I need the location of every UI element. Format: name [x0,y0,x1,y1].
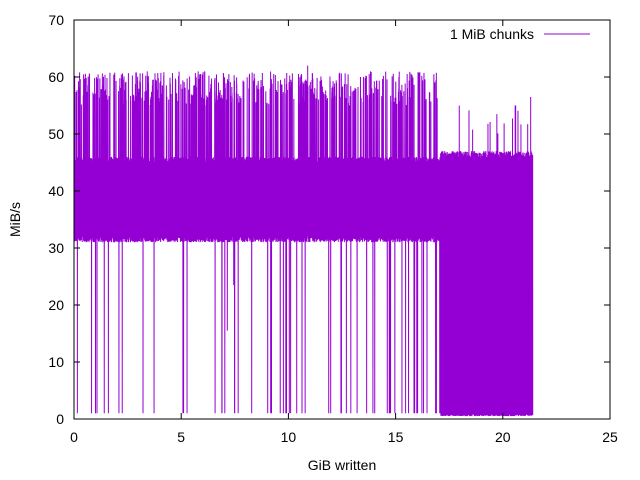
x-axis-label: GiB written [308,457,376,473]
y-tick-label: 70 [48,12,64,28]
y-tick-label: 60 [48,69,64,85]
y-tick-label: 30 [48,240,64,256]
plot-border [73,19,611,420]
y-tick-label: 50 [48,126,64,142]
y-tick-label: 20 [48,297,64,313]
legend: 1 MiB chunks [450,26,590,42]
x-tick-label: 20 [495,429,511,445]
plot-area [73,65,534,417]
x-axis: 0 5 10 15 20 25 [70,20,618,445]
series-line-1-mib-chunks [73,65,534,417]
y-tick-label: 10 [48,354,64,370]
y-tick-label: 40 [48,183,64,199]
x-tick-label: 15 [388,429,404,445]
x-tick-label: 0 [70,429,78,445]
y-axis-label: MiB/s [7,202,23,237]
legend-label-1-mib-chunks: 1 MiB chunks [450,26,534,42]
y-axis: 0 10 20 30 40 50 60 70 [48,12,610,427]
x-tick-label: 25 [602,429,618,445]
plot-frame [73,19,611,420]
x-tick-label: 10 [281,429,297,445]
y-tick-label: 0 [56,411,64,427]
x-tick-label: 5 [177,429,185,445]
